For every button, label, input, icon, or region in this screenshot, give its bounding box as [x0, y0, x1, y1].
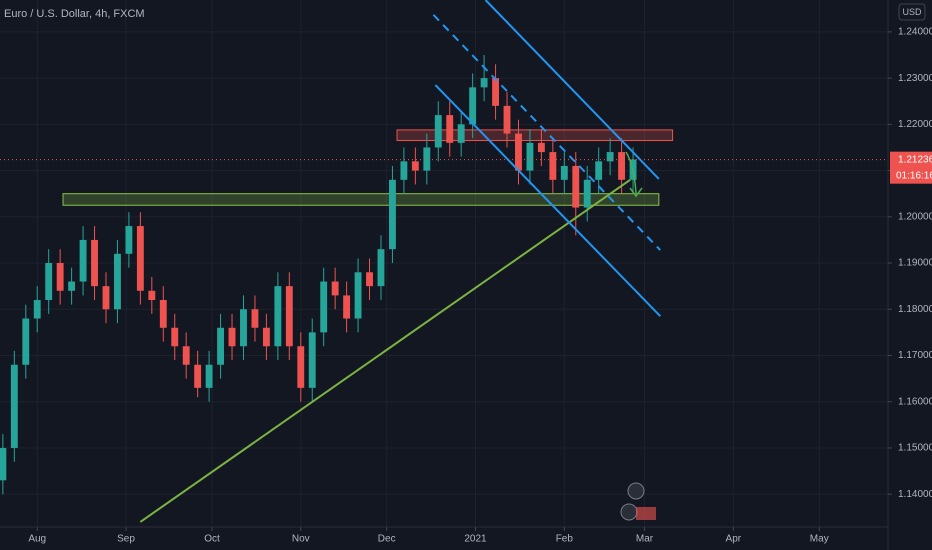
x-tick-label: Feb [556, 534, 574, 545]
candle-body [240, 309, 247, 347]
candle-body [583, 179, 591, 208]
candle-body [515, 133, 522, 171]
candle-body [492, 78, 499, 106]
candle-body [56, 263, 64, 291]
x-tick-label: Sep [117, 534, 135, 545]
candle-body [114, 253, 121, 310]
candle-body [68, 281, 76, 291]
candle-body [182, 346, 190, 365]
candle-body [205, 364, 213, 388]
projection-arrow-head [629, 187, 643, 198]
candle-body [572, 165, 580, 208]
y-tick-label: 1.17000 [898, 350, 932, 361]
candle-body [125, 226, 133, 254]
plot [0, 0, 888, 523]
x-tick-label: Aug [28, 534, 46, 545]
trendline [484, 0, 660, 180]
candle-body [33, 300, 41, 319]
candle-body [102, 286, 110, 310]
candle-body [0, 447, 7, 481]
candle-body [503, 105, 511, 134]
candle-body [446, 115, 454, 143]
candle-body [297, 346, 305, 388]
candle-body [549, 152, 557, 180]
currency[interactable]: USD [902, 7, 922, 17]
countdown-label: 01:16:16 [896, 170, 932, 181]
grid [0, 0, 888, 527]
trendline [434, 84, 661, 317]
x-tick-label: May [810, 534, 829, 545]
candle-body [377, 249, 385, 287]
y-tick-label: 1.14000 [898, 489, 932, 500]
y-tick-label: 1.20000 [898, 211, 932, 222]
y-tick-label: 1.23000 [898, 73, 932, 84]
x-tick-label: Dec [378, 534, 396, 545]
candle-body [194, 364, 202, 388]
trendline [432, 14, 661, 251]
candle-body [560, 165, 568, 180]
y-tick-label: 1.22000 [898, 119, 932, 130]
candle-body [10, 364, 18, 448]
candle-body [526, 142, 534, 171]
projection-arrow [625, 151, 637, 194]
candle-body [148, 290, 156, 301]
event-icon[interactable] [620, 503, 638, 521]
candle-body [480, 78, 488, 88]
candle-body [285, 286, 293, 347]
trendline [139, 179, 631, 523]
x-tick-label: Oct [204, 534, 220, 545]
candle-body [274, 286, 282, 347]
event-icon[interactable] [636, 507, 656, 520]
candle-body [171, 327, 179, 347]
candle-body [354, 272, 362, 319]
candle-body [217, 327, 225, 365]
candle-body [22, 318, 30, 365]
zone [396, 129, 674, 142]
y-tick-label: 1.24000 [898, 27, 932, 38]
event-icon[interactable] [627, 482, 645, 500]
x-tick-label: Nov [292, 534, 310, 545]
candle-body [45, 263, 53, 301]
candle-body [136, 226, 144, 291]
y-tick-label: 1.19000 [898, 258, 932, 269]
candle-body [537, 142, 545, 153]
last-price-badge [890, 151, 932, 184]
candle-body [79, 239, 87, 282]
candle-body [343, 295, 351, 319]
candle-body [606, 152, 614, 162]
candle-body [411, 161, 419, 171]
candle-body [595, 161, 603, 180]
x-tick-label: Mar [636, 534, 654, 545]
candle-body [469, 87, 477, 125]
candle-body [308, 332, 316, 388]
candle-body [400, 161, 408, 180]
candle-body [366, 272, 373, 287]
candle-body [159, 300, 167, 328]
y-tick-label: 1.15000 [898, 443, 932, 454]
candle-body [434, 115, 442, 148]
candle-body [262, 327, 270, 347]
chart-title: Euro / U.S. Dollar, 4h, FXCM [4, 8, 145, 20]
candle-body [423, 147, 431, 171]
candle-body [228, 327, 236, 347]
candle-body [91, 239, 98, 287]
zone [62, 193, 660, 206]
candle-body [331, 281, 339, 296]
candle-body [320, 281, 328, 333]
y-tick-label: 1.18000 [898, 304, 932, 315]
x-tick-label: 2021 [464, 534, 487, 545]
candle-body [457, 124, 465, 143]
currency-box[interactable] [898, 3, 926, 21]
y-tick-label: 1.16000 [898, 396, 932, 407]
candle-body [618, 152, 626, 180]
candle-body [251, 309, 259, 328]
last-price-label: 1.21236 [898, 154, 932, 165]
candle-body [389, 179, 396, 250]
x-tick-label: Apr [726, 534, 742, 545]
